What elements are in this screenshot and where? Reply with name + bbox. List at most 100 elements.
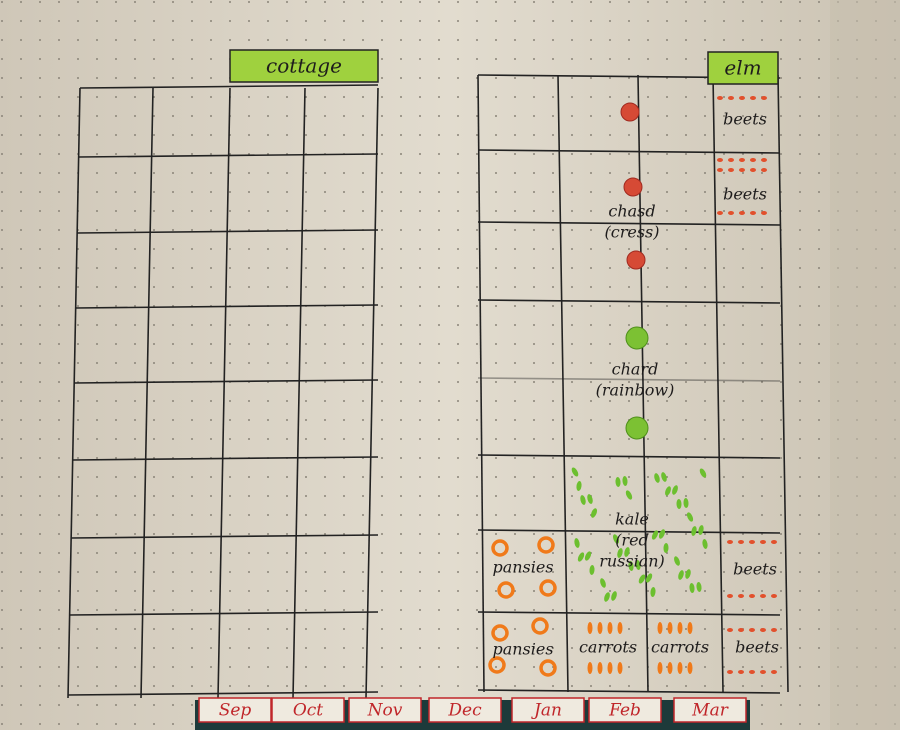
kale-leaf: [685, 569, 691, 579]
carrot-seed: [657, 622, 663, 634]
beet-seed: [771, 628, 777, 632]
kale-leaf: [622, 476, 628, 486]
beet-seed: [739, 96, 745, 100]
plant-label: (red: [615, 531, 649, 550]
carrot-seed: [587, 622, 593, 634]
beet-seed: [749, 594, 755, 598]
beet-seed: [771, 670, 777, 674]
beet-seed: [727, 594, 733, 598]
beet-seed: [727, 670, 733, 674]
plant-label: beets: [735, 638, 779, 657]
beet-seed: [738, 670, 744, 674]
month-label: Dec: [447, 701, 482, 721]
carrot-seed: [657, 662, 663, 674]
beet-seed: [749, 628, 755, 632]
kale-leaf: [590, 508, 598, 518]
kale-leaf: [691, 526, 697, 536]
kale-leaf: [587, 494, 593, 504]
kale-leaf: [696, 582, 702, 592]
grid-line: [140, 87, 154, 699]
kale-leaf: [665, 486, 671, 496]
beet-seed: [749, 540, 755, 544]
grid-line: [67, 691, 379, 696]
plant-label: russian): [599, 552, 665, 571]
kale-leaf: [674, 556, 680, 566]
beet-seed: [761, 168, 767, 172]
beet-seed: [750, 96, 756, 100]
kale-leaf: [577, 552, 585, 562]
plant-label: carrots: [651, 638, 709, 657]
month-tab: [588, 697, 662, 723]
carrot-seed: [677, 622, 683, 634]
beet-seed: [771, 540, 777, 544]
month-tab: [673, 697, 747, 723]
kale-leaf: [571, 467, 579, 477]
pansy: [491, 539, 509, 557]
pansy: [497, 581, 515, 599]
kale-leaf: [676, 499, 682, 509]
plant-label: chard: [612, 360, 659, 379]
grid-line: [217, 87, 231, 699]
beet-seed: [727, 628, 733, 632]
kale-leaf: [576, 481, 582, 491]
beet-seed: [717, 168, 723, 172]
grid-line: [712, 74, 724, 693]
month-tab: [198, 697, 272, 723]
kale-leaf: [645, 573, 653, 583]
carrot-seed: [597, 662, 603, 674]
kale-leaf: [654, 473, 660, 483]
plant-label: pansies: [492, 558, 553, 577]
beet-seed: [750, 168, 756, 172]
beet-seed: [738, 628, 744, 632]
beet-seed: [738, 594, 744, 598]
carrot-seed: [687, 662, 693, 674]
kale-leaf: [689, 583, 695, 593]
grid-line: [477, 529, 781, 534]
pansy: [539, 579, 557, 597]
beet-seed: [739, 211, 745, 215]
carrot-seed: [677, 662, 683, 674]
kale-leaf: [615, 477, 621, 487]
grid-line: [477, 221, 781, 226]
kale-leaf: [658, 529, 666, 539]
month-label: Sep: [219, 701, 252, 721]
pansy: [531, 617, 549, 635]
bed-tab-label: cottage: [266, 54, 342, 78]
month-tab: [271, 697, 345, 723]
plant-label: beets: [723, 185, 767, 204]
plant-label: beets: [733, 560, 777, 579]
beet-seed: [738, 540, 744, 544]
kale-leaf: [686, 512, 694, 522]
carrot-seed: [667, 662, 673, 674]
month-label: Jan: [531, 701, 562, 721]
page-edge: [830, 0, 900, 730]
beet-seed: [760, 540, 766, 544]
plant-label: (cress): [605, 223, 660, 242]
grid-line: [70, 534, 379, 539]
month-tab: [348, 697, 422, 723]
beet-seed: [750, 158, 756, 162]
chard-dot: [623, 177, 643, 197]
grid-line: [477, 299, 781, 304]
beet-seed: [728, 168, 734, 172]
chard-dot: [620, 102, 640, 122]
beet-seed: [761, 211, 767, 215]
kale-leaf: [699, 468, 707, 478]
kale-leaf: [702, 539, 708, 549]
carrot-seed: [617, 662, 623, 674]
carrot-seed: [687, 622, 693, 634]
grid-line: [477, 149, 781, 154]
grid-line: [477, 74, 485, 693]
carrot-seed: [617, 622, 623, 634]
kale-leaf: [638, 574, 646, 584]
month-label: Mar: [691, 701, 729, 721]
carrot-seed: [607, 622, 613, 634]
plant-label: chasd: [608, 202, 655, 221]
pansy: [537, 536, 555, 554]
kale-leaf: [651, 530, 659, 540]
grid-line: [477, 454, 781, 459]
grid-line: [777, 74, 789, 693]
chard-dot: [625, 326, 649, 350]
